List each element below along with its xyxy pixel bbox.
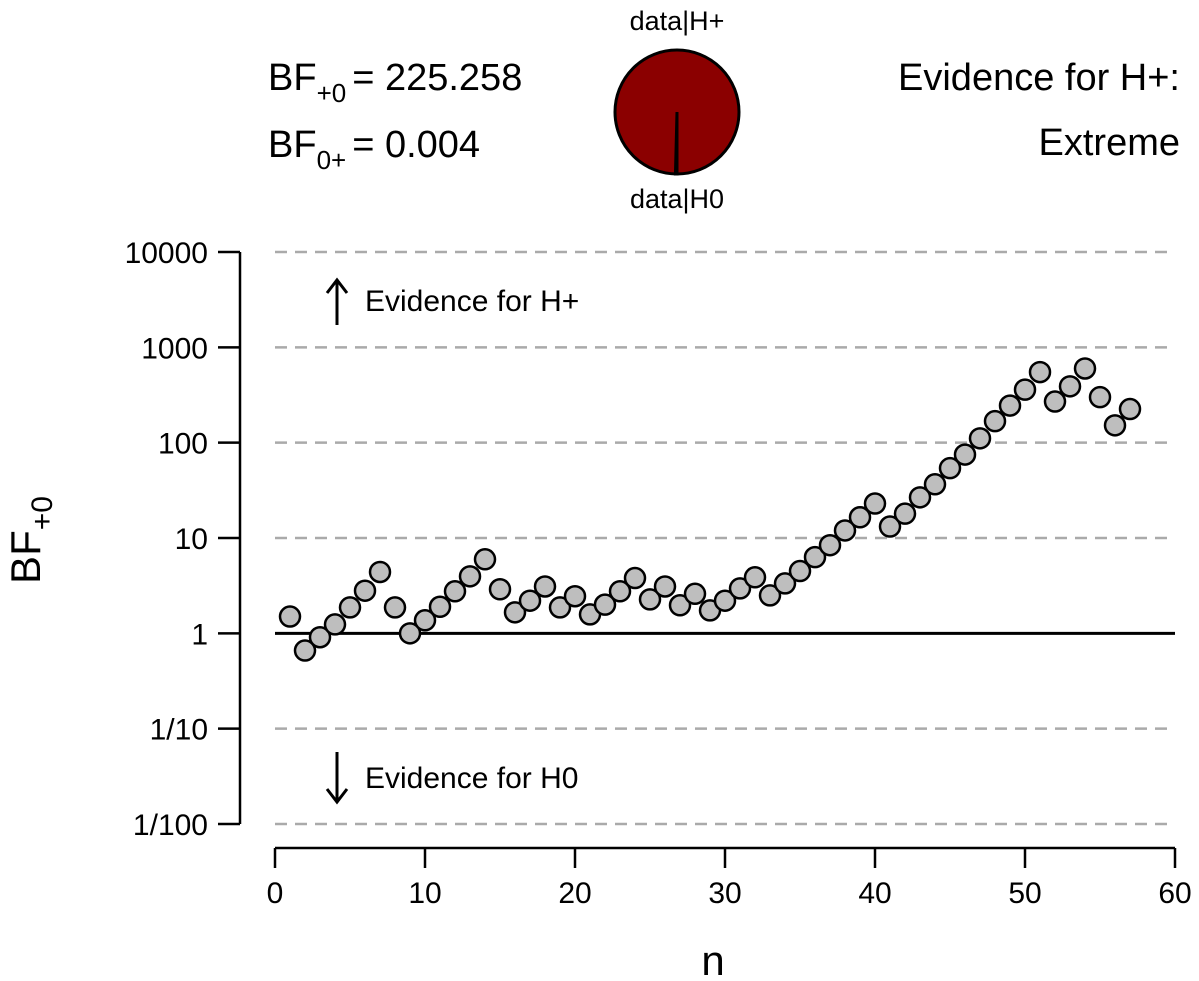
x-axis-label: n [701, 937, 724, 981]
y-tick-label: 10 [175, 523, 208, 556]
bf10-text: BF+0 = 225.258 [268, 57, 522, 108]
data-point [443, 580, 467, 603]
data-point [968, 427, 992, 450]
data-point [473, 548, 497, 571]
data-point [1073, 357, 1097, 380]
data-point [998, 394, 1022, 417]
data-point [533, 575, 557, 598]
data-point [1028, 360, 1052, 384]
y-tick-label: 10000 [125, 237, 208, 270]
grid-lines [275, 250, 1175, 826]
data-point [398, 622, 422, 645]
data-point [488, 578, 512, 601]
y-tick-label: 1/10 [150, 714, 208, 747]
data-point [1118, 397, 1142, 421]
data-point [368, 560, 392, 584]
y-tick-label: 1 [191, 618, 208, 651]
data-point [863, 492, 887, 515]
data-point [1088, 385, 1112, 409]
arrow-down-icon [325, 752, 349, 805]
data-point [683, 582, 707, 606]
data-point [818, 533, 842, 557]
data-point [428, 595, 452, 619]
data-point [1043, 390, 1067, 413]
data-point [1103, 414, 1127, 437]
data-point [563, 584, 587, 608]
header: BF+0 = 225.258 BF0+ = 0.004 data|H+ data|H… [268, 6, 1180, 214]
evidence-line1: Evidence for H+: [898, 57, 1180, 99]
data-point [293, 639, 317, 662]
x-tick-label: 40 [858, 877, 891, 910]
data-point [713, 589, 737, 612]
x-tick-label: 0 [267, 877, 284, 910]
data-point [908, 486, 932, 509]
data-point [353, 579, 377, 602]
data-point [548, 596, 572, 619]
data-point [323, 613, 347, 636]
x-tick-label: 50 [1008, 877, 1041, 910]
data-point [878, 515, 902, 538]
data-point [593, 593, 617, 616]
data-points [278, 357, 1142, 662]
y-axis-label: BF+0 [2, 496, 59, 584]
data-point [458, 565, 482, 588]
data-point [623, 566, 647, 590]
data-point [383, 596, 407, 619]
axes: 10000 1000 100 10 1 1/10 1/100 0 10 20 30 40 50 60 [125, 237, 1192, 910]
annotations: Evidence for H+ Evidence for H0 [325, 277, 579, 805]
data-point [728, 577, 752, 600]
data-point [518, 589, 542, 612]
y-tick-label: 100 [158, 428, 208, 461]
bf01-text: BF0+ = 0.004 [268, 124, 480, 175]
pie-slice-h0 [673, 111, 679, 176]
data-point [773, 572, 797, 595]
arrow-up-icon [325, 277, 349, 325]
x-tick-label: 30 [708, 877, 741, 910]
pie-bottom-label: data|H0 [630, 184, 724, 214]
x-tick-label: 60 [1158, 877, 1191, 910]
x-tick-label: 10 [408, 877, 441, 910]
evidence-pie [613, 48, 741, 176]
data-point [413, 609, 437, 632]
evidence-line2: Extreme [1039, 122, 1180, 164]
data-point [338, 596, 362, 619]
annotation-up: Evidence for H+ [365, 285, 579, 318]
data-point [803, 545, 827, 569]
data-point [893, 502, 917, 525]
data-point [308, 625, 332, 649]
data-point [983, 409, 1007, 433]
data-point [638, 588, 662, 611]
data-point [1013, 378, 1037, 401]
data-point [758, 584, 782, 607]
data-point [503, 601, 527, 624]
pie-top-label: data|H+ [630, 6, 725, 36]
data-point [653, 575, 677, 598]
data-point [938, 456, 962, 480]
data-point [608, 580, 632, 603]
data-point [953, 443, 977, 466]
data-point [1058, 375, 1082, 398]
y-tick-label: 1/100 [133, 809, 208, 842]
annotation-down: Evidence for H0 [365, 762, 578, 795]
data-point [788, 559, 812, 583]
data-point [848, 506, 872, 529]
data-point [743, 566, 767, 589]
x-tick-label: 20 [558, 877, 591, 910]
data-point [923, 473, 947, 496]
y-tick-label: 1000 [141, 332, 208, 365]
data-point [668, 594, 692, 617]
data-point [278, 605, 302, 628]
data-point [833, 519, 857, 542]
